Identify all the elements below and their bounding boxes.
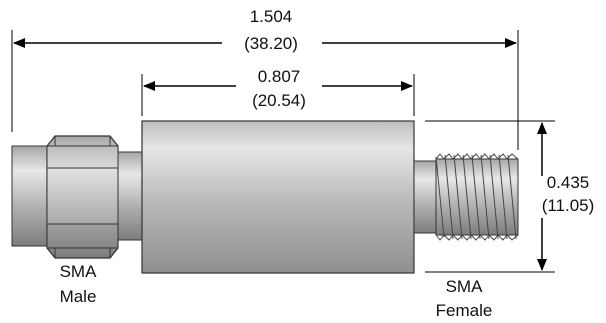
female-collar [413,160,437,234]
male-label-line1: SMA [60,262,98,281]
female-label-line2: Female [436,301,493,320]
body-diameter-mm: (11.05) [542,196,595,215]
attenuator-body [141,120,415,274]
dimension-body-length: 0.807 (20.54) [143,67,413,110]
dimension-overall-length: 1.504 (38.20) [13,7,517,53]
female-label-line1: SMA [446,277,484,296]
extension-lines [11,30,555,273]
male-ferrule [11,145,53,247]
male-hex-nut [46,135,119,259]
female-threads [435,153,519,241]
sma-male-connector [11,135,143,259]
female-thread-body [435,158,519,236]
dimension-body-diameter: 0.435 (11.05) [537,122,595,271]
body-length-mm: (20.54) [252,91,306,110]
male-neck [117,151,143,241]
overall-length-mm: (38.20) [244,34,298,53]
body-length-inches: 0.807 [258,67,301,86]
body-diameter-inches: 0.435 [547,173,590,192]
sma-female-connector [413,153,519,241]
male-label-line2: Male [60,287,97,306]
overall-length-inches: 1.504 [250,7,293,26]
connector-labels: SMA Male SMA Female [60,262,493,320]
